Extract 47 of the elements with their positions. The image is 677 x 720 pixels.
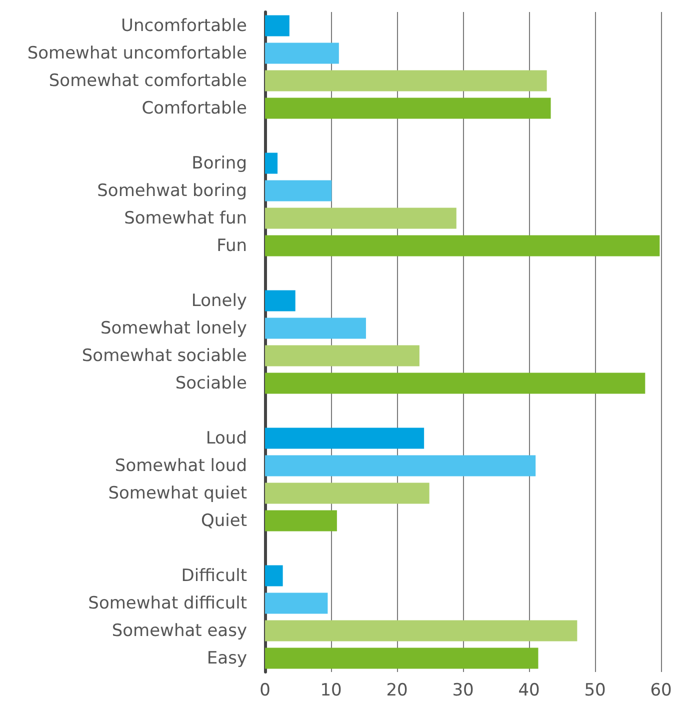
x-tick-label: 0 — [260, 680, 270, 700]
bar — [265, 180, 332, 202]
y-tick-label: Quiet — [200, 510, 248, 531]
bar — [265, 290, 296, 312]
y-tick-label: Somewhat fun — [124, 208, 247, 228]
bar — [265, 592, 328, 614]
bar — [265, 152, 278, 174]
y-tick-label: Somewhat loud — [114, 456, 247, 476]
y-tick-label: Somewhat uncomfortable — [27, 43, 247, 64]
x-tick-label: 40 — [518, 680, 540, 700]
bar — [265, 482, 430, 504]
bar — [265, 208, 456, 229]
x-tick-label: 30 — [452, 680, 474, 700]
bar — [265, 98, 551, 119]
y-tick-label: Easy — [206, 648, 247, 668]
x-tick-label: 60 — [650, 680, 672, 700]
bar — [265, 372, 646, 394]
bar — [265, 648, 538, 669]
y-tick-label: Comfortable — [142, 98, 247, 118]
bar — [265, 428, 424, 449]
y-tick-label: Fun — [216, 236, 247, 256]
bar — [265, 565, 283, 586]
y-tick-label: Somewhat difficult — [88, 593, 248, 614]
x-tick-label: 20 — [386, 680, 408, 700]
y-tick-label: Lonely — [191, 290, 247, 311]
bar — [265, 345, 420, 366]
y-tick-label: Somewhat comfortable — [48, 70, 247, 91]
bar — [265, 318, 366, 339]
y-tick-label: Somewhat sociable — [82, 346, 247, 366]
y-tick-label: Loud — [206, 428, 247, 448]
bar — [265, 42, 339, 64]
bar — [265, 235, 660, 256]
bar — [265, 70, 547, 92]
bar — [265, 620, 578, 642]
y-tick-label: Boring — [192, 153, 247, 174]
y-tick-label: Somehwat boring — [97, 180, 247, 201]
bar — [265, 510, 337, 532]
y-tick-label: Sociable — [175, 373, 247, 394]
x-tick-label: 50 — [584, 680, 606, 700]
x-tick-label: 10 — [320, 680, 342, 700]
y-tick-label: Somewhat easy — [112, 620, 247, 641]
bar — [265, 15, 290, 36]
y-tick-label: Uncomfortable — [121, 16, 247, 36]
y-tick-label: Somewhat lonely — [100, 318, 247, 338]
bar — [265, 455, 536, 476]
y-tick-label: Difficult — [181, 566, 248, 586]
y-tick-label: Somewhat quiet — [108, 483, 248, 504]
